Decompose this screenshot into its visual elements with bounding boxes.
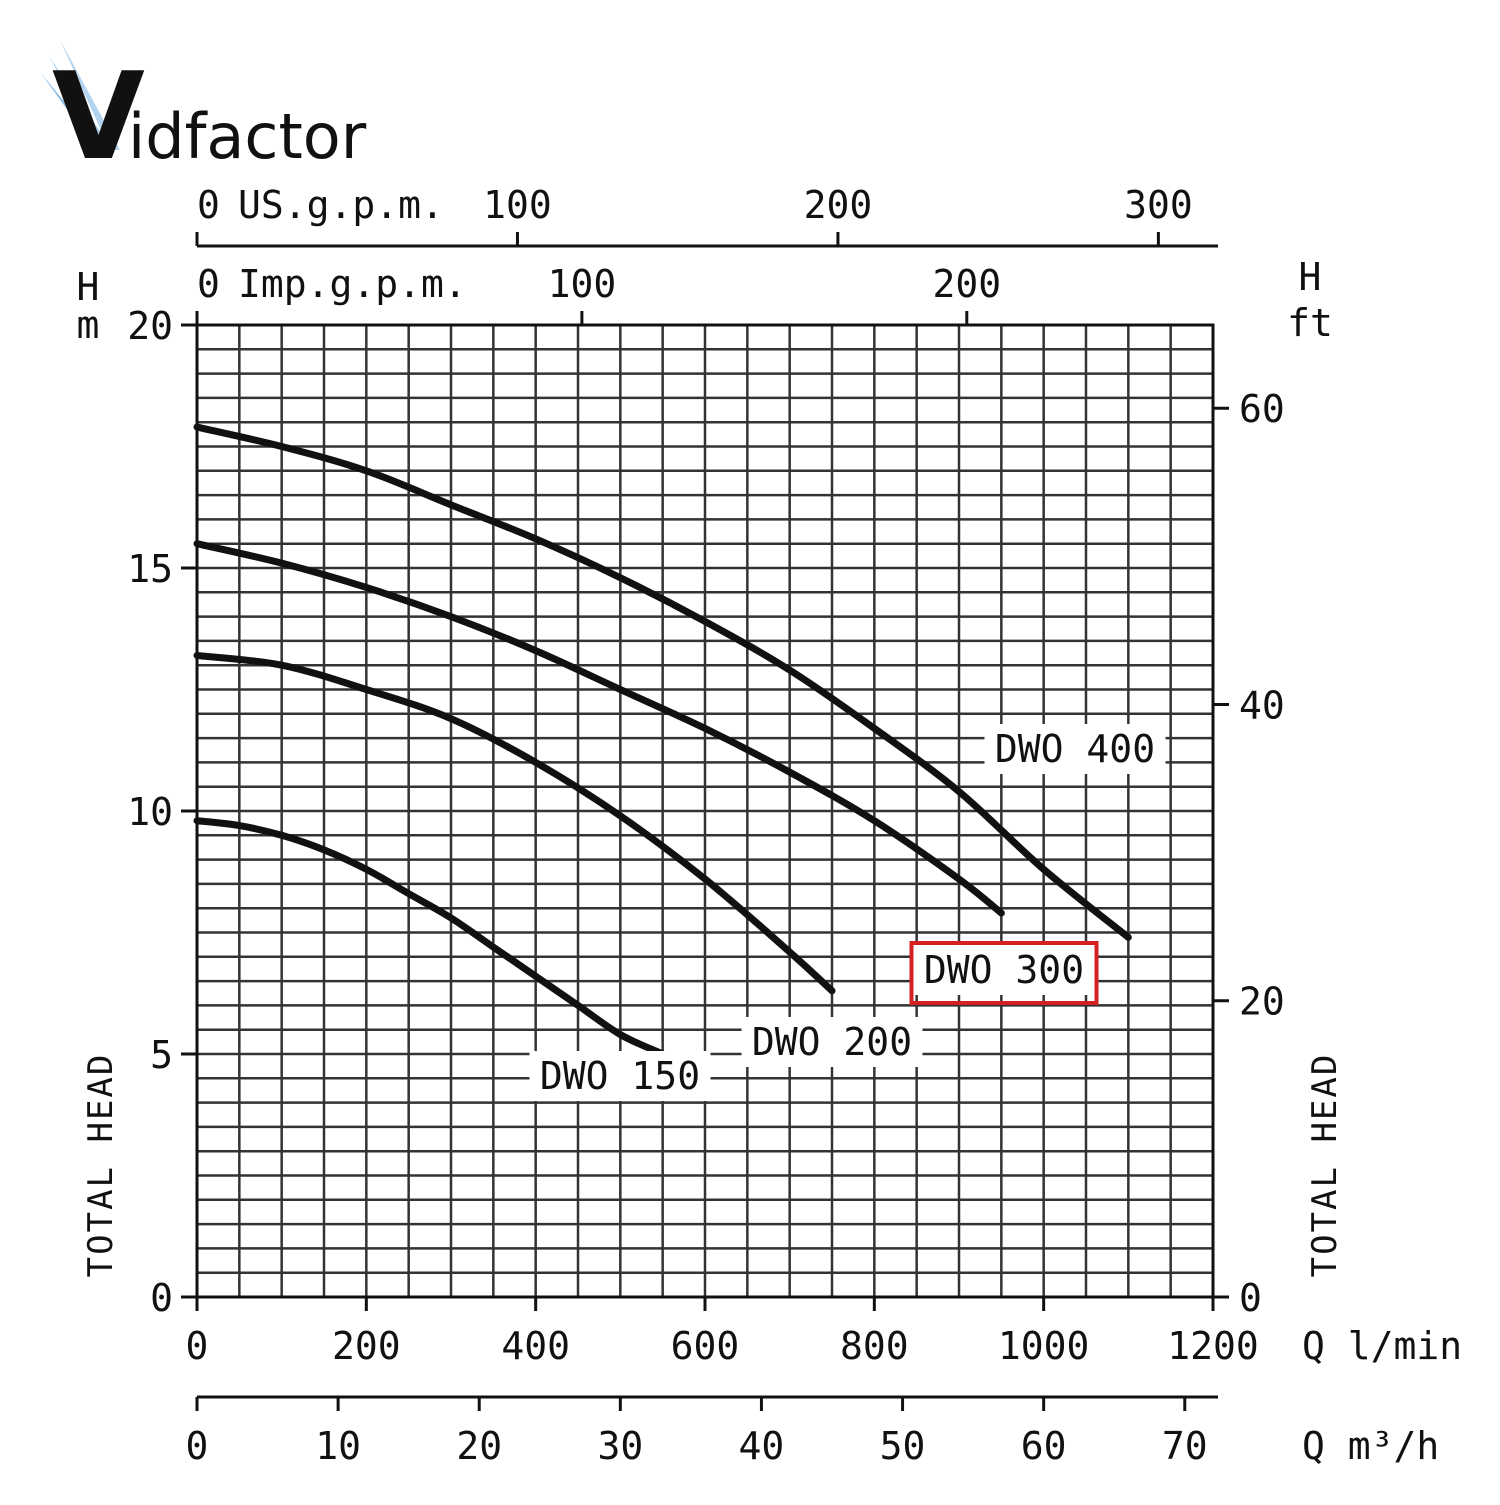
x-tick-label: 800 bbox=[840, 1324, 909, 1368]
y-right-tick-label: 40 bbox=[1239, 683, 1285, 727]
y-tick-label: 10 bbox=[127, 790, 173, 834]
series-label-bg-dwo-300 bbox=[913, 945, 1095, 995]
series-line-dwo-400 bbox=[193, 423, 1132, 941]
us-gpm-axis-label: US.g.p.m. bbox=[238, 183, 444, 227]
us-gpm-tick-label: 200 bbox=[804, 183, 873, 227]
series-label-dwo-200: DWO 200 bbox=[752, 1020, 912, 1064]
x-tick-label: 400 bbox=[501, 1324, 570, 1368]
grid bbox=[197, 325, 1213, 1297]
y-right-axis-unit: ft bbox=[1287, 301, 1333, 345]
series-label-dwo-150: DWO 150 bbox=[540, 1054, 700, 1098]
x2-tick-label: 20 bbox=[456, 1424, 502, 1468]
series-label-dwo-400: DWO 400 bbox=[995, 727, 1155, 771]
x2-tick-label: 50 bbox=[880, 1424, 926, 1468]
y-right-axis-symbol: H bbox=[1299, 255, 1322, 299]
x2-tick-label: 0 bbox=[186, 1424, 209, 1468]
x2-tick-label: 40 bbox=[739, 1424, 785, 1468]
brand-logo: V idfactor bbox=[40, 40, 367, 187]
x2-tick-label: 70 bbox=[1162, 1424, 1208, 1468]
y-axis-symbol: H bbox=[77, 265, 100, 309]
y-tick-label: 0 bbox=[150, 1276, 173, 1320]
y-tick-label: 15 bbox=[127, 547, 173, 591]
us-gpm-tick-label: 300 bbox=[1124, 183, 1193, 227]
series-label-bg-dwo-400 bbox=[984, 724, 1166, 774]
imp-gpm-tick-label: 200 bbox=[932, 262, 1001, 306]
series-label-bg-dwo-150 bbox=[529, 1051, 711, 1101]
series-line-dwo-150 bbox=[193, 817, 667, 1058]
imp-gpm-tick-label: 100 bbox=[548, 262, 617, 306]
x2-axis-label: Q m³/h bbox=[1302, 1424, 1439, 1468]
y-tick-label: 20 bbox=[127, 304, 173, 348]
series-line-dwo-300 bbox=[193, 540, 1005, 917]
y-right-axis-title: TOTAL HEAD bbox=[1305, 1053, 1345, 1278]
x-axis-label: Q l/min bbox=[1302, 1324, 1462, 1368]
us-gpm-tick-label: 0 bbox=[197, 183, 220, 227]
imp-gpm-axis-label: Imp.g.p.m. bbox=[238, 262, 467, 306]
y-axis-title: TOTAL HEAD bbox=[81, 1053, 121, 1278]
x-tick-label: 600 bbox=[671, 1324, 740, 1368]
highlight-box bbox=[909, 941, 1099, 1005]
y-axis-unit: m bbox=[77, 303, 100, 347]
series-labels: DWO 150 DWO 200 DWO 300 DWO 400 bbox=[529, 724, 1166, 1101]
y-right-tick-label: 20 bbox=[1239, 980, 1285, 1024]
x-tick-label: 1200 bbox=[1167, 1324, 1259, 1368]
logo-text: idfactor bbox=[128, 100, 367, 173]
imp-gpm-tick-label: 0 bbox=[197, 262, 220, 306]
y-right-tick-label: 60 bbox=[1239, 387, 1285, 431]
x-tick-label: 0 bbox=[186, 1324, 209, 1368]
y-right-tick-label: 0 bbox=[1239, 1276, 1262, 1320]
series-line-dwo-200 bbox=[193, 651, 836, 995]
x2-tick-label: 30 bbox=[597, 1424, 643, 1468]
logo-glyph: V bbox=[52, 48, 145, 187]
x-tick-label: 1000 bbox=[998, 1324, 1090, 1368]
x-tick-label: 200 bbox=[332, 1324, 401, 1368]
x2-tick-label: 60 bbox=[1021, 1424, 1067, 1468]
us-gpm-tick-label: 100 bbox=[483, 183, 552, 227]
y-tick-label: 5 bbox=[150, 1033, 173, 1077]
series-label-bg-dwo-200 bbox=[741, 1017, 923, 1067]
series-label-dwo-300: DWO 300 bbox=[924, 948, 1084, 992]
series-lines bbox=[193, 423, 1132, 1058]
logo-feather-icon bbox=[40, 40, 120, 155]
x2-tick-label: 10 bbox=[315, 1424, 361, 1468]
